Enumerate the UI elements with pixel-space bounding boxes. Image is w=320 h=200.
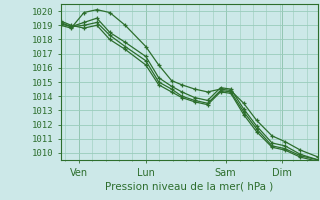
X-axis label: Pression niveau de la mer( hPa ): Pression niveau de la mer( hPa ) — [106, 182, 274, 192]
